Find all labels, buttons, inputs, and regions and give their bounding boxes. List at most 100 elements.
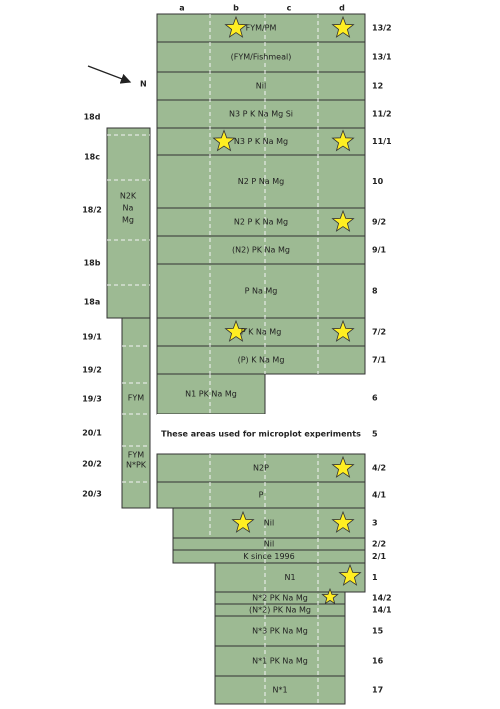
star: [224, 319, 248, 342]
column-label: c: [287, 4, 292, 13]
column-label: a: [179, 4, 184, 13]
star: [212, 129, 236, 152]
row-label: 18c: [84, 153, 100, 162]
plot-text: N*3 PK Na Mg: [252, 627, 308, 636]
plot: [156, 235, 366, 265]
plot: [121, 317, 151, 509]
plot-text: N2 P Na Mg: [238, 177, 284, 186]
row-label: 15: [372, 627, 384, 636]
plot-text: Mg: [122, 216, 134, 225]
row-label: 4/1: [372, 491, 386, 500]
plot-text: P: [259, 491, 264, 500]
plot: [156, 453, 366, 483]
plot-text: (P) K Na Mg: [238, 356, 285, 365]
plot-text: P K Na Mg: [241, 328, 282, 337]
row-label: 7/1: [372, 356, 386, 365]
row-label: 11/1: [372, 137, 392, 146]
star: [321, 587, 339, 605]
plot-text: K since 1996: [243, 552, 294, 561]
row-label: 20/1: [82, 429, 102, 438]
row-label: 14/1: [372, 606, 392, 615]
plot-text: Nil: [264, 519, 274, 528]
row-label: 1: [372, 573, 378, 582]
plot: [156, 99, 366, 129]
row-label: 13/1: [372, 53, 392, 62]
row-label: 7/2: [372, 328, 386, 337]
plot: [156, 317, 366, 347]
row-label: 2/2: [372, 540, 386, 549]
row-label: 11/2: [372, 110, 392, 119]
row-label: 8: [372, 287, 378, 296]
plot-text: N*1: [272, 686, 287, 695]
plot-text: N2P: [253, 464, 269, 473]
plot: [156, 481, 366, 509]
plot: [156, 13, 366, 43]
plot-text: FYM/PM: [246, 24, 277, 33]
star: [331, 129, 355, 152]
row-label: 5: [372, 430, 378, 439]
row-label: 19/2: [82, 366, 102, 375]
row-label: 18a: [84, 298, 101, 307]
star: [338, 563, 362, 586]
plot: [214, 562, 366, 593]
row-label: 12: [372, 82, 383, 91]
row-label: 9/1: [372, 246, 386, 255]
plot-text: N1 PK Na Mg: [185, 390, 237, 399]
plot-text: FYM: [128, 451, 144, 460]
row-label: 20/3: [82, 490, 102, 499]
north-label: N: [140, 80, 147, 89]
row-label: 19/3: [82, 395, 102, 404]
plot-text: Nil: [264, 540, 274, 549]
row-label: 13/2: [372, 24, 392, 33]
row-label: 17: [372, 686, 383, 695]
plot-text: N1: [284, 573, 295, 582]
row-label: 18d: [84, 113, 101, 122]
column-label: b: [233, 4, 239, 13]
row-label: 14/2: [372, 594, 392, 603]
row-label: 10: [372, 177, 384, 186]
plot-text: (FYM/Fishmeal): [231, 53, 292, 62]
plot: [214, 645, 346, 677]
plot-text: Na: [123, 204, 134, 213]
plot: [172, 507, 366, 539]
star: [331, 319, 355, 342]
row-label: 3: [372, 519, 378, 528]
row-label: 4/2: [372, 464, 386, 473]
plot-text: N*PK: [126, 461, 147, 470]
plot-text: FYM: [128, 394, 144, 403]
plot-text: (N2) PK Na Mg: [232, 246, 290, 255]
row-label: 19/1: [82, 333, 102, 342]
plot: [214, 615, 346, 647]
row-label: 2/1: [372, 552, 386, 561]
row-label: 6: [372, 394, 378, 403]
note-box: [157, 414, 365, 454]
plot-text: N*1 PK Na Mg: [252, 657, 308, 666]
plot-text: (N*2) PK Na Mg: [249, 606, 311, 615]
star: [331, 510, 355, 533]
note-text: These areas used for microplot experimen…: [161, 430, 361, 439]
plot-text: N3 P K Na Mg: [234, 137, 288, 146]
star: [231, 510, 255, 533]
row-label: 20/2: [82, 460, 102, 469]
plot: [156, 345, 366, 375]
plot-text: N2K: [120, 192, 137, 201]
row-label: 9/2: [372, 218, 386, 227]
plot-text: Nil: [256, 82, 266, 91]
plot-text: P Na Mg: [245, 287, 278, 296]
row-label: 18b: [84, 259, 101, 268]
star: [331, 209, 355, 232]
plot: [156, 71, 366, 101]
plot-text: N2 P K Na Mg: [234, 218, 288, 227]
north-arrow: [87, 65, 132, 84]
star: [331, 455, 355, 478]
plot: [156, 373, 266, 415]
star: [331, 15, 355, 38]
row-label: 16: [372, 657, 384, 666]
plot-text: N3 P K Na Mg Si: [229, 110, 293, 119]
plot-text: N*2 PK Na Mg: [252, 594, 308, 603]
column-label: d: [339, 4, 345, 13]
plot: [214, 675, 346, 705]
star: [224, 15, 248, 38]
plot: [156, 154, 366, 209]
